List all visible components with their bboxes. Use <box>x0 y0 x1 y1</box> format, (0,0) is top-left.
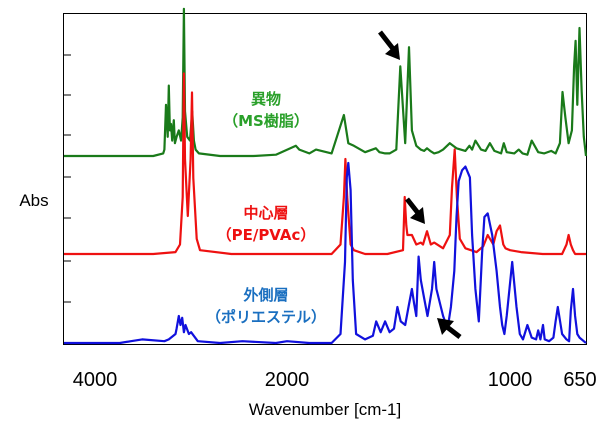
series-line-3 <box>64 161 587 345</box>
series-label-2-line-2: （PE/PVAc） <box>217 226 316 244</box>
y-axis-title: Abs <box>19 191 48 210</box>
x-tick-label-4000: 4000 <box>73 369 118 391</box>
series-labels: 異物 （MS樹脂） 中心層 （PE/PVAc） 外側層 （ポリエステル） <box>206 90 326 326</box>
plot-frame <box>63 13 587 345</box>
series-line-2 <box>64 72 586 256</box>
arrow-marker-red <box>405 197 425 224</box>
series-label-3-line-2: （ポリエステル） <box>206 308 326 326</box>
series-line-1 <box>64 7 588 158</box>
spectra-series <box>64 7 588 345</box>
series-label-3-line-1: 外側層 <box>242 286 288 304</box>
series-label-1-line-1: 異物 <box>251 90 281 108</box>
x-axis-ticks: 4000 2000 1000 650 <box>73 369 597 391</box>
series-label-2-line-1: 中心層 <box>243 204 288 222</box>
y-axis-ticks <box>64 54 71 303</box>
series-label-1-line-2: （MS樹脂） <box>223 112 309 130</box>
x-tick-label-650: 650 <box>563 369 596 391</box>
x-axis-title: Wavenumber [cm-1] <box>249 400 401 419</box>
x-tick-label-2000: 2000 <box>265 369 310 391</box>
arrow-marker-blue <box>437 318 462 339</box>
arrow-marker-green <box>378 30 400 60</box>
x-tick-label-1000: 1000 <box>488 369 533 391</box>
